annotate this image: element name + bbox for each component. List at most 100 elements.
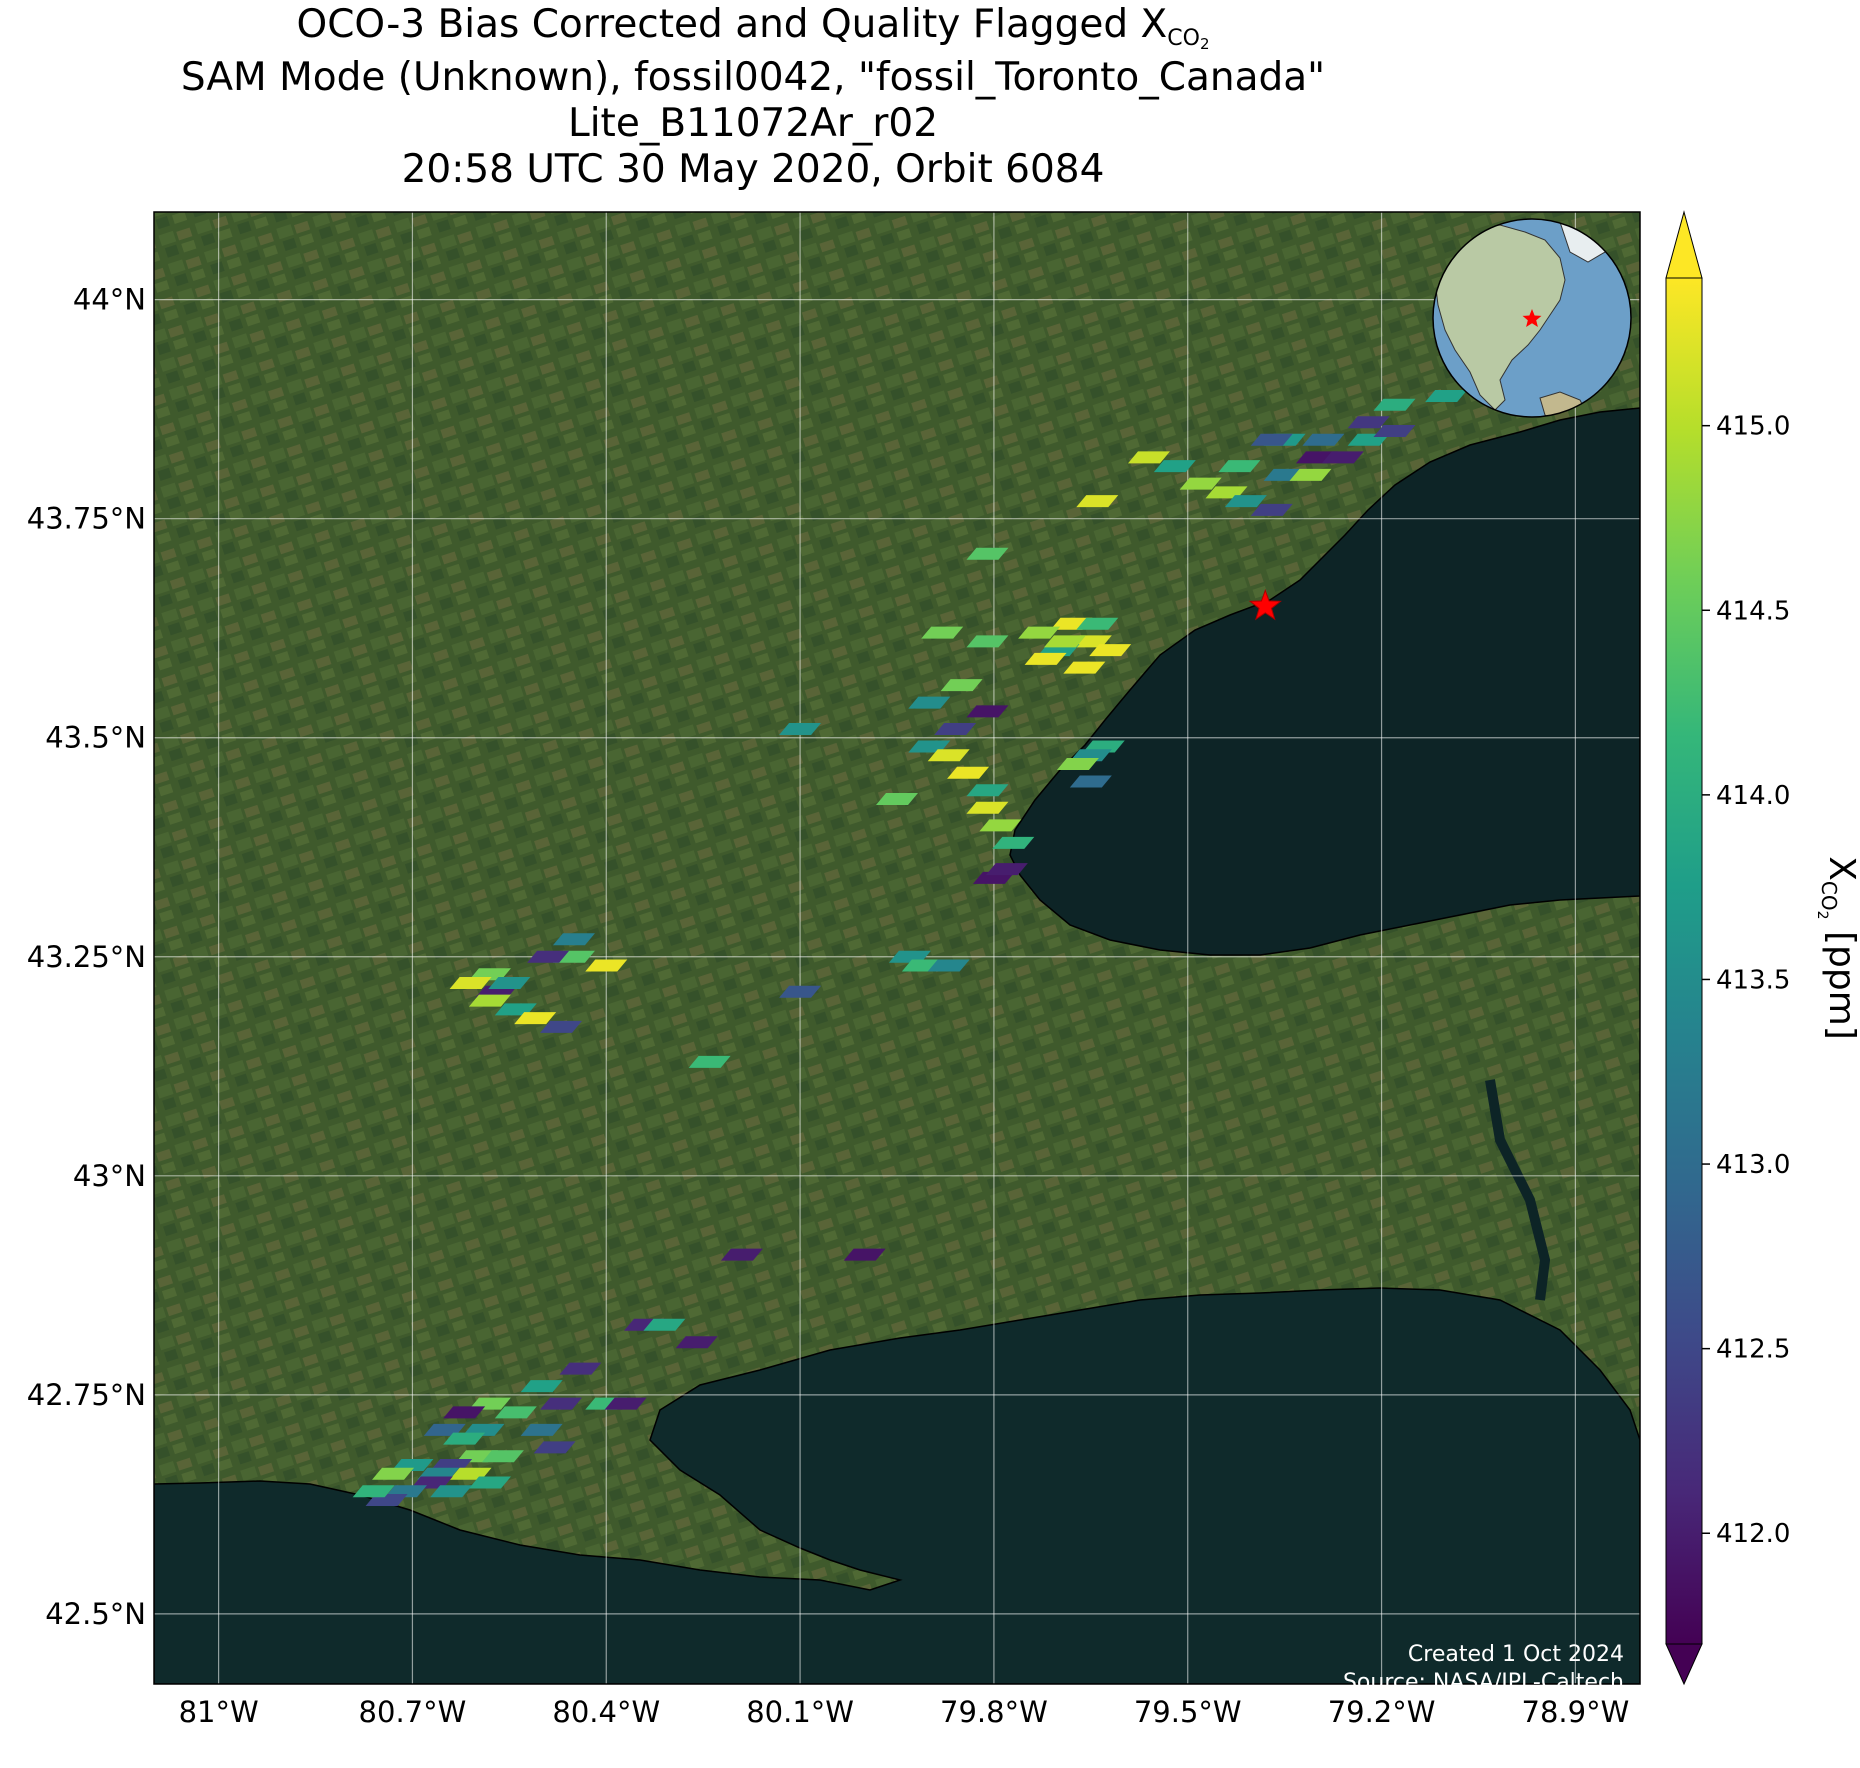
xco2-sounding (1063, 661, 1106, 674)
xco2-sounding (468, 1476, 511, 1489)
xco2-sounding (372, 1467, 415, 1480)
latitude-tick-labels: 44°N 43.75°N 43.5°N 43.25°N 43°N 42.75°N 42.5°… (27, 283, 146, 1631)
xco2-sounding (443, 1432, 486, 1445)
xco2-sounding (1089, 644, 1132, 657)
xco2-sounding (934, 722, 977, 735)
xco2-sounding (940, 679, 983, 692)
title-line-4: 20:58 UTC 30 May 2020, Orbit 6084 (401, 147, 1105, 192)
xco2-sounding (675, 1336, 718, 1349)
colorbar-frame (1665, 277, 1703, 1645)
source-note: Source: NASA/JPL-Caltech (1342, 1670, 1624, 1695)
xco2-sounding (552, 933, 595, 946)
target-star-icon (1248, 588, 1282, 621)
xco2-sounding (947, 766, 990, 779)
xco2-sounding (540, 1397, 583, 1410)
xco2-sounding (520, 1380, 563, 1393)
longitude-tick-labels: 81°W 80.7°W 80.4°W 80.1°W 79.8°W 79.5°W 79.2°W… (179, 1695, 1630, 1729)
xco2-sounding (843, 1248, 886, 1261)
xco2-sounding (481, 1450, 524, 1463)
lon-tick-label: 80.1°W (746, 1695, 854, 1729)
lake-ontario (1009, 407, 1640, 956)
xco2-sounding (927, 749, 970, 762)
globe-north-america (1434, 224, 1566, 411)
xco2-sounding (533, 1441, 576, 1454)
xco2-sounding (1076, 495, 1119, 508)
colorbar-extend-min (1665, 1643, 1703, 1686)
xco2-sounding (514, 1012, 557, 1025)
colorbar-tick-label: 412.0 (1716, 1519, 1790, 1549)
xco2-sounding (468, 994, 511, 1007)
xco2-sounding (1179, 477, 1222, 490)
lat-tick-label: 43.75°N (27, 502, 146, 536)
xco2-sounding (352, 1485, 395, 1498)
xco2-sounding (1218, 460, 1261, 473)
colorbar-tick-label: 413.5 (1716, 965, 1790, 995)
lat-tick-label: 43.25°N (27, 940, 146, 974)
lon-tick-label: 81°W (179, 1695, 259, 1729)
xco2-sounding (1076, 617, 1119, 630)
lat-tick-label: 42.75°N (27, 1378, 146, 1412)
colorbar-tick-label: 414.0 (1716, 781, 1790, 811)
xco2-sounding (966, 635, 1009, 648)
xco2-sounding (1347, 416, 1390, 429)
colorbar-ticks: 412.0 412.5 413.0 413.5 414.0 414.5 415.0 (1702, 412, 1790, 1549)
xco2-sounding (966, 784, 1009, 797)
lat-tick-label: 43°N (73, 1159, 146, 1193)
xco2-sounding (449, 977, 492, 990)
xco2-sounding (527, 950, 570, 963)
lon-tick-label: 78.9°W (1522, 1695, 1630, 1729)
xco2-sounding (876, 793, 918, 806)
colorbar-ramp (1666, 278, 1702, 1644)
xco2-sounding (540, 1020, 583, 1033)
colorbar-extend-max (1665, 210, 1703, 279)
xco2-sounding (779, 722, 822, 735)
lat-tick-label: 42.5°N (45, 1597, 146, 1631)
xco2-sounding (985, 863, 1028, 876)
xco2-sounding (1302, 433, 1345, 446)
title-line-3: Lite_B11072Ar_r02 (567, 101, 939, 146)
xco2-sounding (585, 959, 628, 972)
xco2-sounding (1425, 390, 1468, 402)
xco2-sounding (1373, 398, 1416, 411)
xco2-sounding (779, 985, 822, 998)
colorbar-tick-label: 415.0 (1716, 412, 1790, 442)
xco2-sounding (1373, 425, 1416, 438)
lake-erie (154, 1287, 1640, 1684)
xco2-sounding (1069, 775, 1112, 788)
xco2-sounding (1224, 495, 1267, 508)
xco2-sounding (604, 1397, 647, 1410)
xco2-sounding (1250, 433, 1293, 446)
xco2-sounding (488, 977, 531, 990)
xco2-sounding (720, 1248, 763, 1261)
xco2-sounding (966, 705, 1009, 718)
colorbar-tick-label: 412.5 (1716, 1335, 1790, 1365)
niagara-river (1485, 1079, 1551, 1301)
globe-outline (1432, 218, 1632, 418)
xco2-sounding (966, 547, 1009, 560)
figure-title: OCO-3 Bias Corrected and Quality Flagged… (0, 2, 1506, 193)
xco2-sounding (430, 1485, 473, 1498)
xco2-sounding (494, 1406, 537, 1419)
xco2-soundings (352, 381, 1558, 1506)
basemap (154, 212, 1640, 1684)
xco2-sounding (927, 959, 970, 972)
xco2-sounding (443, 1406, 486, 1419)
xco2-sounding (908, 696, 951, 709)
colorbar-tick-label: 414.5 (1716, 596, 1790, 626)
xco2-sounding (1056, 758, 1099, 770)
lon-tick-label: 80.4°W (552, 1695, 660, 1729)
lon-tick-label: 79.2°W (1328, 1695, 1436, 1729)
xco2-sounding (1024, 652, 1067, 665)
title-line-2: SAM Mode (Unknown), fossil0042, "fossil_… (180, 55, 1326, 100)
created-note: Created 1 Oct 2024 (1407, 1642, 1624, 1667)
xco2-sounding (1250, 503, 1293, 516)
xco2-sounding (688, 1055, 731, 1068)
title-line-1: OCO-3 Bias Corrected and Quality Flagged… (296, 2, 1210, 53)
xco2-sounding (1153, 460, 1196, 473)
lat-tick-label: 44°N (73, 283, 146, 317)
xco2-sounding (1289, 468, 1332, 481)
xco2-sounding (1127, 451, 1170, 464)
lon-tick-label: 79.8°W (940, 1695, 1048, 1729)
xco2-sounding (643, 1318, 686, 1331)
